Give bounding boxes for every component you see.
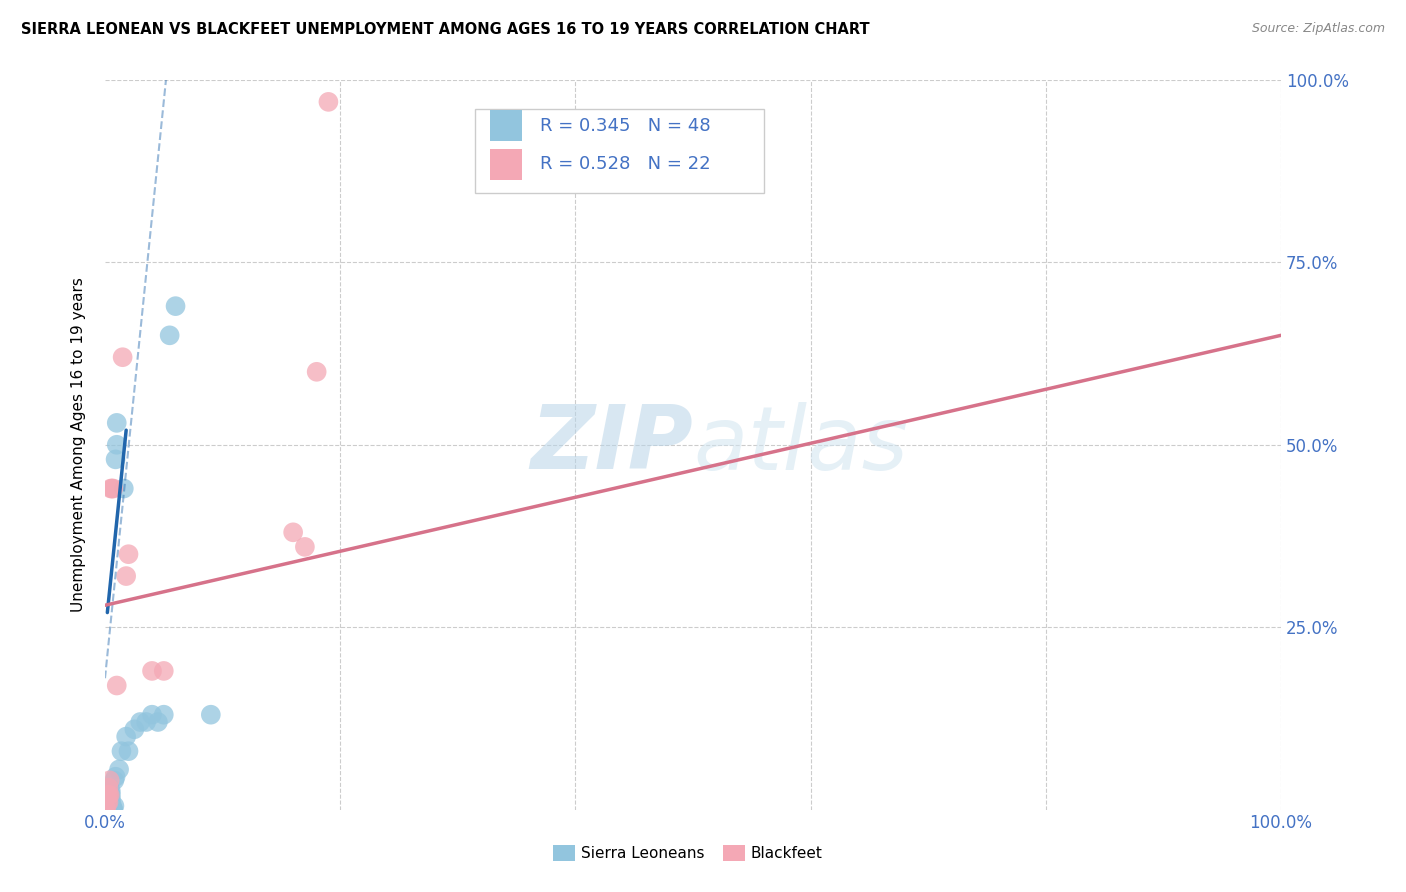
Point	[100, 803, 122, 817]
Point	[97, 795, 120, 809]
Point	[165, 299, 187, 313]
Point	[100, 784, 122, 798]
Bar	[553, 845, 575, 861]
Text: atlas: atlas	[693, 401, 908, 488]
Point	[101, 803, 124, 817]
Point	[100, 482, 122, 496]
Point	[98, 788, 121, 802]
Point	[100, 803, 122, 817]
Point	[101, 798, 124, 813]
Point	[98, 773, 121, 788]
Point	[294, 540, 316, 554]
Point	[117, 744, 139, 758]
Point	[97, 780, 120, 795]
Point	[98, 788, 121, 802]
Point	[100, 795, 122, 809]
Point	[103, 803, 125, 817]
Point	[94, 803, 117, 817]
Point	[152, 664, 174, 678]
Point	[94, 803, 117, 817]
Point	[112, 482, 135, 496]
Point	[98, 795, 121, 809]
Point	[96, 803, 118, 817]
Point	[97, 795, 120, 809]
Point	[103, 803, 125, 817]
Point	[159, 328, 181, 343]
Point	[115, 730, 138, 744]
Point	[111, 350, 134, 364]
Point	[141, 664, 163, 678]
Point	[305, 365, 328, 379]
Point	[101, 803, 124, 817]
Point	[98, 803, 121, 817]
Text: Sierra Leoneans: Sierra Leoneans	[581, 846, 704, 861]
Point	[100, 788, 122, 802]
Point	[103, 798, 125, 813]
Point	[98, 803, 121, 817]
Point	[117, 547, 139, 561]
Point	[318, 95, 340, 109]
Point	[100, 803, 122, 817]
Point	[141, 707, 163, 722]
Bar	[723, 845, 745, 861]
Bar	[489, 149, 523, 179]
Point	[105, 438, 128, 452]
Text: SIERRA LEONEAN VS BLACKFEET UNEMPLOYMENT AMONG AGES 16 TO 19 YEARS CORRELATION C: SIERRA LEONEAN VS BLACKFEET UNEMPLOYMENT…	[21, 22, 870, 37]
Point	[98, 784, 121, 798]
Point	[200, 707, 222, 722]
Bar	[489, 111, 523, 141]
FancyBboxPatch shape	[475, 109, 763, 193]
Point	[105, 416, 128, 430]
Point	[281, 525, 304, 540]
Point	[110, 744, 132, 758]
Point	[96, 803, 118, 817]
Point	[124, 723, 146, 737]
Text: R = 0.528   N = 22: R = 0.528 N = 22	[540, 155, 710, 173]
Point	[115, 569, 138, 583]
Point	[96, 798, 118, 813]
Point	[98, 798, 121, 813]
Point	[101, 482, 124, 496]
Point	[108, 763, 131, 777]
Point	[97, 788, 120, 802]
Point	[98, 780, 121, 795]
Point	[96, 795, 118, 809]
Text: ZIP: ZIP	[530, 401, 693, 488]
Point	[105, 679, 128, 693]
Point	[103, 482, 125, 496]
Point	[146, 714, 169, 729]
Point	[97, 803, 120, 817]
Point	[152, 707, 174, 722]
Point	[97, 788, 120, 802]
Point	[104, 452, 127, 467]
Point	[100, 798, 122, 813]
Point	[129, 714, 152, 729]
Text: Source: ZipAtlas.com: Source: ZipAtlas.com	[1251, 22, 1385, 36]
Point	[94, 795, 117, 809]
Text: Blackfeet: Blackfeet	[751, 846, 823, 861]
Point	[96, 788, 118, 802]
Point	[97, 803, 120, 817]
Point	[104, 770, 127, 784]
Point	[135, 714, 157, 729]
Point	[100, 791, 122, 805]
Y-axis label: Unemployment Among Ages 16 to 19 years: Unemployment Among Ages 16 to 19 years	[72, 277, 86, 612]
Point	[103, 773, 125, 788]
Text: R = 0.345   N = 48: R = 0.345 N = 48	[540, 117, 710, 135]
